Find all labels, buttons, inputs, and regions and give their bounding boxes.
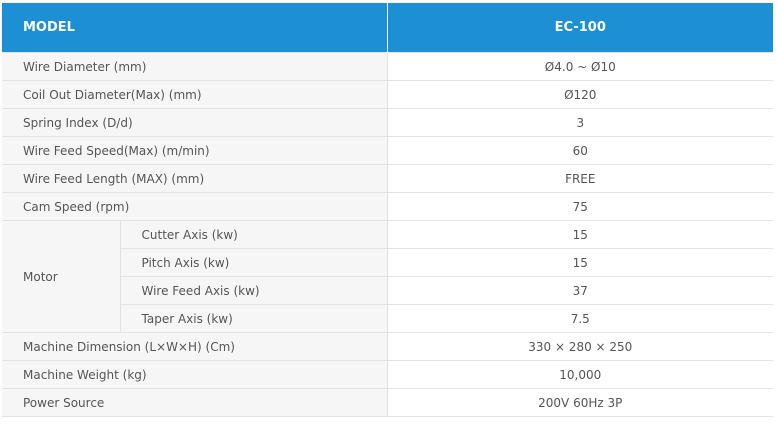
spec-table: MODEL EC-100 Wire Diameter (mm) Ø4.0 ~ Ø…: [2, 3, 774, 417]
table-row: Wire Feed Length (MAX) (mm) FREE: [2, 164, 774, 193]
table-row: Coil Out Diameter(Max) (mm) Ø120: [2, 80, 774, 109]
row-value: 330 × 280 × 250: [387, 332, 774, 361]
header-label: MODEL: [2, 3, 388, 53]
table-row: Pitch Axis (kw) 15: [2, 248, 774, 277]
row-value: 60: [387, 136, 774, 165]
row-value: Ø120: [387, 80, 774, 109]
row-label: Wire Feed Speed(Max) (m/min): [2, 136, 388, 165]
table-row: Machine Weight (kg) 10,000: [2, 360, 774, 389]
row-value: 15: [387, 248, 774, 277]
table-row: Spring Index (D/d) 3: [2, 108, 774, 137]
row-label: Cam Speed (rpm): [2, 192, 388, 221]
table-row: Cam Speed (rpm) 75: [2, 192, 774, 221]
table-row: Wire Feed Speed(Max) (m/min) 60: [2, 136, 774, 165]
header-row: MODEL EC-100: [2, 3, 774, 53]
row-label: Wire Feed Length (MAX) (mm): [2, 164, 388, 193]
row-value: 200V 60Hz 3P: [387, 388, 774, 417]
table-row: Wire Feed Axis (kw) 37: [2, 276, 774, 305]
row-label: Coil Out Diameter(Max) (mm): [2, 80, 388, 109]
row-value: Ø4.0 ~ Ø10: [387, 52, 774, 81]
motor-sub-label: Taper Axis (kw): [120, 304, 388, 333]
motor-sub-label: Wire Feed Axis (kw): [120, 276, 388, 305]
motor-sub-label: Pitch Axis (kw): [120, 248, 388, 277]
table-row: Wire Diameter (mm) Ø4.0 ~ Ø10: [2, 52, 774, 81]
row-value: 7.5: [387, 304, 774, 333]
motor-group-label: Motor: [2, 220, 121, 333]
row-value: FREE: [387, 164, 774, 193]
row-value: 15: [387, 220, 774, 249]
table-row: Motor Cutter Axis (kw) 15: [2, 220, 774, 333]
header-model: EC-100: [387, 3, 774, 53]
table-row: Machine Dimension (L×W×H) (Cm) 330 × 280…: [2, 332, 774, 361]
row-value: 10,000: [387, 360, 774, 389]
row-label: Wire Diameter (mm): [2, 52, 388, 81]
row-value: 75: [387, 192, 774, 221]
motor-sub-label: Cutter Axis (kw): [120, 220, 388, 249]
row-label: Power Source: [2, 388, 388, 417]
table-row: Power Source 200V 60Hz 3P: [2, 388, 774, 417]
row-label: Machine Dimension (L×W×H) (Cm): [2, 332, 388, 361]
row-value: 37: [387, 276, 774, 305]
row-label: Spring Index (D/d): [2, 108, 388, 137]
row-value: 3: [387, 108, 774, 137]
table-row: Taper Axis (kw) 7.5: [2, 304, 774, 333]
row-label: Machine Weight (kg): [2, 360, 388, 389]
